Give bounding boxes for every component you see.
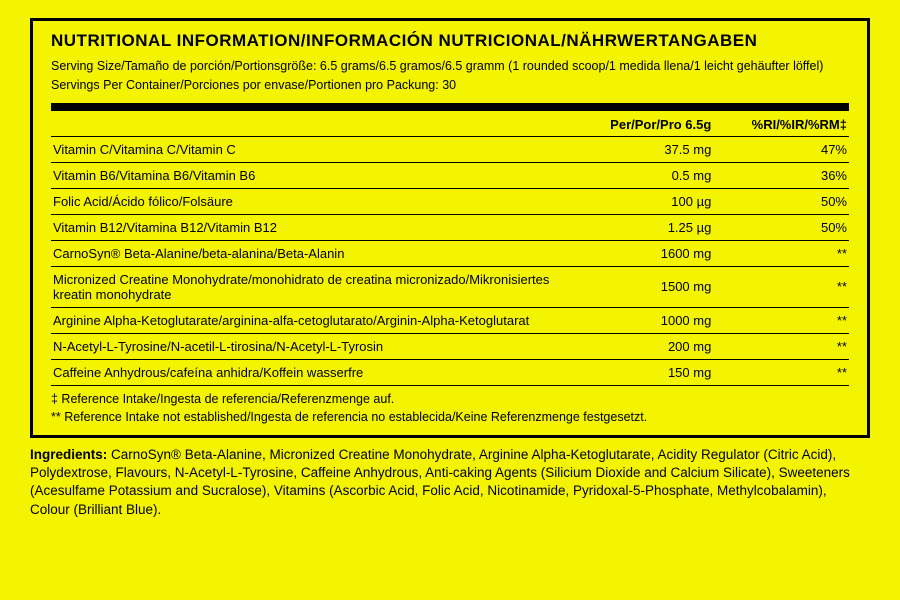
- table-row: Vitamin B6/Vitamina B6/Vitamin B60.5 mg3…: [51, 162, 849, 188]
- cell-name: CarnoSyn® Beta-Alanine/beta-alanina/Beta…: [51, 240, 554, 266]
- cell-ri: **: [713, 307, 849, 333]
- cell-ri: 50%: [713, 188, 849, 214]
- cell-per: 37.5 mg: [554, 136, 714, 162]
- cell-ri: **: [713, 359, 849, 385]
- cell-per: 1500 mg: [554, 266, 714, 307]
- table-row: Arginine Alpha-Ketoglutarate/arginina-al…: [51, 307, 849, 333]
- cell-ri: **: [713, 240, 849, 266]
- table-row: CarnoSyn® Beta-Alanine/beta-alanina/Beta…: [51, 240, 849, 266]
- serving-size: Serving Size/Tamaño de porción/Portionsg…: [51, 57, 849, 76]
- table-header-row: Per/Por/Pro 6.5g %RI/%IR/%RM‡: [51, 113, 849, 137]
- cell-per: 1000 mg: [554, 307, 714, 333]
- ingredients-label: Ingredients:: [30, 447, 107, 462]
- cell-ri: **: [713, 266, 849, 307]
- cell-per: 200 mg: [554, 333, 714, 359]
- cell-name: N-Acetyl-L-Tyrosine/N-acetil-L-tirosina/…: [51, 333, 554, 359]
- cell-name: Micronized Creatine Monohydrate/monohidr…: [51, 266, 554, 307]
- ingredients-text: CarnoSyn® Beta-Alanine, Micronized Creat…: [30, 447, 850, 517]
- nutrition-panel: NUTRITIONAL INFORMATION/INFORMACIÓN NUTR…: [30, 18, 870, 438]
- cell-ri: 47%: [713, 136, 849, 162]
- col-name: [51, 113, 554, 137]
- cell-name: Folic Acid/Ácido fólico/Folsäure: [51, 188, 554, 214]
- nutrition-table: Per/Por/Pro 6.5g %RI/%IR/%RM‡ Vitamin C/…: [51, 113, 849, 386]
- cell-ri: 36%: [713, 162, 849, 188]
- cell-name: Vitamin B12/Vitamina B12/Vitamin B12: [51, 214, 554, 240]
- table-row: Caffeine Anhydrous/cafeína anhidra/Koffe…: [51, 359, 849, 385]
- footnote-ri: ‡ Reference Intake/Ingesta de referencia…: [51, 390, 849, 409]
- cell-name: Vitamin C/Vitamina C/Vitamin C: [51, 136, 554, 162]
- table-row: N-Acetyl-L-Tyrosine/N-acetil-L-tirosina/…: [51, 333, 849, 359]
- footnotes: ‡ Reference Intake/Ingesta de referencia…: [51, 390, 849, 428]
- col-per: Per/Por/Pro 6.5g: [554, 113, 714, 137]
- table-row: Micronized Creatine Monohydrate/monohidr…: [51, 266, 849, 307]
- servings-per-container: Servings Per Container/Porciones por env…: [51, 76, 849, 95]
- cell-per: 150 mg: [554, 359, 714, 385]
- cell-per: 100 µg: [554, 188, 714, 214]
- table-row: Vitamin C/Vitamina C/Vitamin C37.5 mg47%: [51, 136, 849, 162]
- cell-per: 0.5 mg: [554, 162, 714, 188]
- table-row: Vitamin B12/Vitamina B12/Vitamin B121.25…: [51, 214, 849, 240]
- cell-name: Caffeine Anhydrous/cafeína anhidra/Koffe…: [51, 359, 554, 385]
- serving-info: Serving Size/Tamaño de porción/Portionsg…: [51, 57, 849, 95]
- divider-bar: [51, 103, 849, 111]
- cell-per: 1600 mg: [554, 240, 714, 266]
- cell-per: 1.25 µg: [554, 214, 714, 240]
- panel-title: NUTRITIONAL INFORMATION/INFORMACIÓN NUTR…: [51, 31, 849, 51]
- footnote-not-established: ** Reference Intake not established/Inge…: [51, 408, 849, 427]
- table-body: Vitamin C/Vitamina C/Vitamin C37.5 mg47%…: [51, 136, 849, 385]
- cell-name: Vitamin B6/Vitamina B6/Vitamin B6: [51, 162, 554, 188]
- cell-name: Arginine Alpha-Ketoglutarate/arginina-al…: [51, 307, 554, 333]
- table-row: Folic Acid/Ácido fólico/Folsäure100 µg50…: [51, 188, 849, 214]
- ingredients: Ingredients: CarnoSyn® Beta-Alanine, Mic…: [30, 446, 870, 519]
- cell-ri: **: [713, 333, 849, 359]
- col-ri: %RI/%IR/%RM‡: [713, 113, 849, 137]
- cell-ri: 50%: [713, 214, 849, 240]
